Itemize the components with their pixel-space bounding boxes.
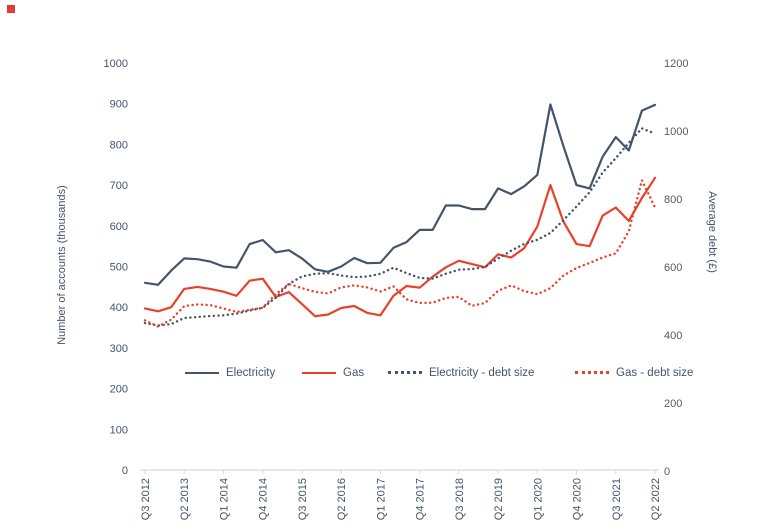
svg-text:Q1 2014: Q1 2014 bbox=[218, 478, 230, 520]
gas-debt-line-sample bbox=[575, 371, 609, 374]
svg-text:Q2 2016: Q2 2016 bbox=[336, 478, 348, 520]
svg-text:600: 600 bbox=[664, 262, 682, 274]
svg-text:800: 800 bbox=[110, 139, 128, 151]
svg-text:Q2 2013: Q2 2013 bbox=[179, 478, 191, 520]
svg-text:Q4 2017: Q4 2017 bbox=[415, 478, 427, 520]
red-square-marker bbox=[7, 5, 15, 13]
svg-text:Q3 2015: Q3 2015 bbox=[297, 478, 309, 520]
gas-line-sample bbox=[302, 371, 336, 374]
svg-text:Q2 2019: Q2 2019 bbox=[493, 478, 505, 520]
svg-text:200: 200 bbox=[664, 398, 682, 410]
svg-text:800: 800 bbox=[664, 194, 682, 206]
legend-item-electricity: Electricity bbox=[185, 365, 275, 380]
legend-item-gas: Gas bbox=[302, 365, 364, 380]
svg-text:1200: 1200 bbox=[664, 58, 688, 70]
svg-text:Q3 2012: Q3 2012 bbox=[140, 478, 152, 520]
svg-text:100: 100 bbox=[110, 424, 128, 436]
svg-text:600: 600 bbox=[110, 221, 128, 233]
svg-text:Q2 2022: Q2 2022 bbox=[650, 478, 662, 520]
electricity-debt-line-sample bbox=[388, 371, 422, 374]
svg-text:0: 0 bbox=[122, 465, 128, 477]
svg-text:1000: 1000 bbox=[664, 126, 688, 138]
svg-text:Q1 2020: Q1 2020 bbox=[532, 478, 544, 520]
svg-text:Q3 2018: Q3 2018 bbox=[454, 478, 466, 520]
svg-text:Q4 2020: Q4 2020 bbox=[572, 478, 584, 520]
svg-text:1000: 1000 bbox=[104, 58, 128, 70]
legend-label-gas-debt: Gas - debt size bbox=[616, 366, 694, 379]
electricity-line-sample bbox=[185, 371, 219, 374]
svg-text:300: 300 bbox=[110, 343, 128, 355]
legend-item-electricity-debt: Electricity - debt size bbox=[388, 365, 534, 380]
svg-text:200: 200 bbox=[110, 384, 128, 396]
legend-label-electricity: Electricity bbox=[226, 366, 276, 379]
svg-text:0: 0 bbox=[664, 466, 670, 478]
legend-label-electricity-debt: Electricity - debt size bbox=[429, 366, 535, 379]
legend-label-gas: Gas bbox=[343, 366, 365, 379]
svg-text:700: 700 bbox=[110, 180, 128, 192]
svg-text:400: 400 bbox=[110, 302, 128, 314]
svg-text:900: 900 bbox=[110, 99, 128, 111]
svg-text:Q1 2017: Q1 2017 bbox=[375, 478, 387, 520]
svg-text:Q3 2021: Q3 2021 bbox=[611, 478, 623, 520]
svg-text:500: 500 bbox=[110, 262, 128, 274]
svg-text:Q4 2014: Q4 2014 bbox=[258, 478, 270, 520]
svg-text:400: 400 bbox=[664, 330, 682, 342]
legend-item-gas-debt: Gas - debt size bbox=[575, 365, 693, 380]
